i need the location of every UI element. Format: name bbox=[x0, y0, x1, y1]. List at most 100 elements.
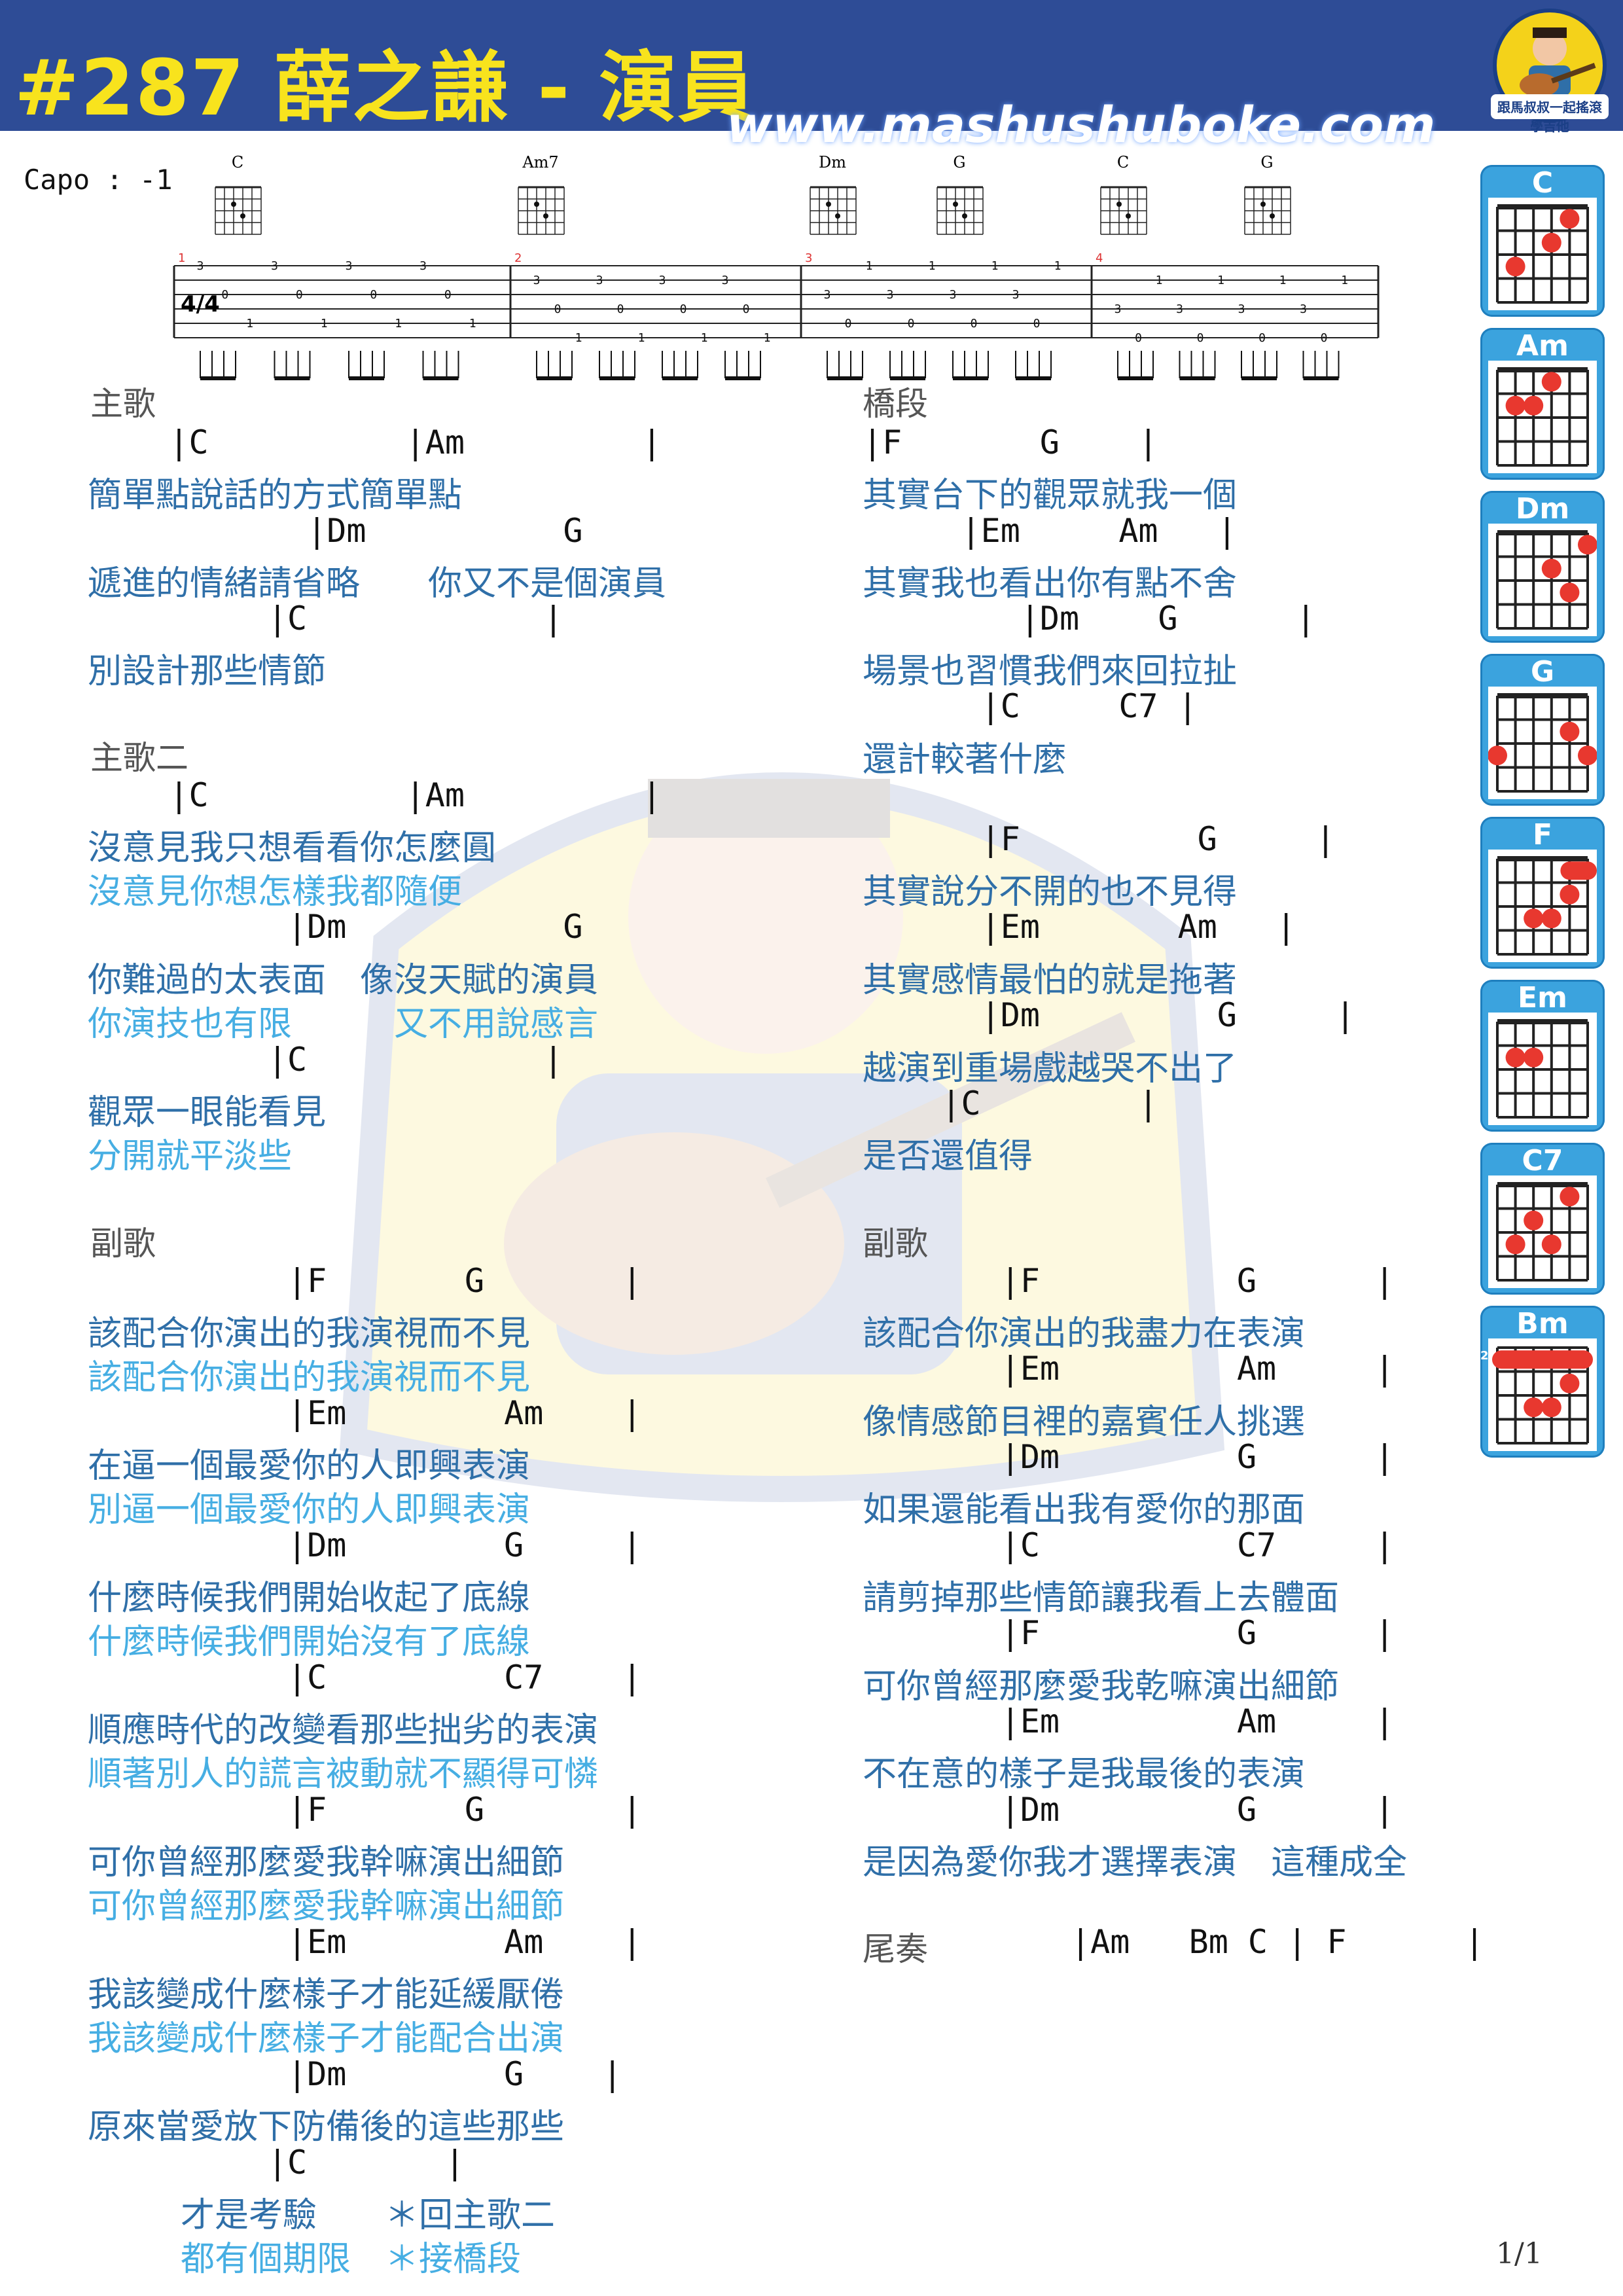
fretboard-grid-icon bbox=[1488, 850, 1597, 962]
tab-fret-number: 3 bbox=[197, 259, 204, 273]
fretboard-grid-icon bbox=[1488, 361, 1597, 473]
tab-fret-number: 0 bbox=[680, 302, 687, 316]
chord-line: |C C7 | bbox=[863, 687, 1198, 725]
tab-fret-number: 0 bbox=[221, 288, 228, 302]
tab-fret-number: 3 bbox=[722, 274, 729, 287]
chord-line: |Am Bm C | F | bbox=[1071, 1923, 1485, 1961]
svg-text:G: G bbox=[1260, 153, 1273, 171]
tab-fret-number: 1 bbox=[991, 259, 999, 273]
chord-line: |Dm G | bbox=[90, 1526, 642, 1564]
site-url[interactable]: www.mashushuboke.com bbox=[726, 96, 1436, 154]
time-signature: 4/4 bbox=[181, 291, 220, 317]
tab-fret-number: 0 bbox=[444, 288, 452, 302]
tab-chord-diagram: G bbox=[1244, 153, 1291, 235]
alt-lyric-line: 分開就平淡些 bbox=[88, 1137, 293, 1176]
lyric-line: 我該變成什麼樣子才能延緩厭倦 bbox=[88, 1975, 565, 2015]
chord-line: |Em Am | bbox=[863, 1702, 1395, 1740]
chord-line: |C | bbox=[90, 600, 563, 637]
page-number: 1/1 bbox=[1496, 2237, 1543, 2270]
chord-line: |F G | bbox=[863, 1262, 1395, 1300]
tab-fret-number: 0 bbox=[1135, 331, 1142, 345]
chord-line: |C C7 | bbox=[863, 1526, 1395, 1564]
tab-fret-number: 1 bbox=[246, 317, 253, 331]
chord-diagram-label: Dm bbox=[1515, 492, 1570, 526]
tab-fret-number: 3 bbox=[1238, 302, 1245, 316]
lyric-line: 場景也習慣我們來回拉扯 bbox=[863, 652, 1238, 691]
barre-fret-number: 2 bbox=[1480, 1349, 1489, 1363]
tab-fret-number: 0 bbox=[971, 317, 978, 331]
fretboard-grid-icon bbox=[1488, 1013, 1597, 1125]
chord-diagram-f: F bbox=[1480, 817, 1605, 969]
lyric-line: 你難過的太表面 像沒天賦的演員 bbox=[88, 961, 599, 1000]
chord-line: |F G | bbox=[90, 1262, 642, 1300]
lyric-line: 越演到重場戲越哭不出了 bbox=[863, 1049, 1238, 1088]
tab-fret-number: 1 bbox=[701, 331, 708, 345]
lyric-line: 是因為愛你我才選擇表演 這種成全 bbox=[863, 1843, 1408, 1882]
chord-line: |Dm G bbox=[90, 908, 583, 946]
chord-diagram-label: F bbox=[1532, 818, 1553, 852]
lyric-line: 什麼時候我們開始收起了底線 bbox=[88, 1579, 531, 1618]
tablature-staff: 4/41 2 3 4C Am7 Dm G C G301301301301301301301301… bbox=[173, 153, 1380, 380]
lyric-line: 在逼一個最愛你的人即興表演 bbox=[88, 1446, 531, 1486]
section-heading: 副歌 bbox=[90, 1225, 156, 1263]
alt-lyric-line: 什麼時候我們開始沒有了底線 bbox=[88, 1623, 531, 1662]
svg-text:Dm: Dm bbox=[819, 153, 846, 171]
alt-lyric-line: 可你曾經那麼愛我幹嘛演出細節 bbox=[88, 1887, 565, 1926]
chord-line: |C | bbox=[90, 1041, 563, 1079]
chord-diagram-c7: C7 bbox=[1480, 1143, 1605, 1295]
chord-diagram-label: Em bbox=[1518, 981, 1567, 1014]
chord-line: |F G | bbox=[863, 820, 1336, 858]
chord-line: |Dm G | bbox=[863, 1438, 1395, 1476]
lyric-line: 像情感節目裡的嘉賓任人挑選 bbox=[863, 1403, 1306, 1442]
logo-text: 跟馬叔叔一起搖滾學吉他 bbox=[1497, 99, 1602, 134]
chord-line: |Em Am | bbox=[863, 908, 1296, 946]
chord-chart-sidebar: C Am Dm G F Em C7 Bm 2 bbox=[1480, 165, 1609, 1469]
lyric-line: 該配合你演出的我演視而不見 bbox=[88, 1314, 531, 1354]
tab-fret-number: 3 bbox=[950, 288, 957, 302]
tab-fret-number: 1 bbox=[764, 331, 771, 345]
tab-fret-number: 3 bbox=[887, 288, 894, 302]
chord-diagram-label: C bbox=[1531, 166, 1554, 200]
tab-fret-number: 0 bbox=[1258, 331, 1266, 345]
tab-fret-number: 3 bbox=[596, 274, 603, 287]
tab-fret-number: 0 bbox=[554, 302, 562, 316]
chord-line: |C C7 | bbox=[90, 1659, 642, 1696]
alt-lyric-line: 別逼一個最愛你的人即興表演 bbox=[88, 1490, 531, 1530]
tab-fret-number: 1 bbox=[321, 317, 328, 331]
tab-fret-number: 0 bbox=[908, 317, 915, 331]
alt-lyric-line: 我該變成什麼樣子才能配合出演 bbox=[88, 2019, 565, 2058]
lyric-line: 還計較著什麼 bbox=[863, 740, 1067, 780]
fretboard-grid-icon bbox=[1488, 198, 1597, 310]
lyric-line: 簡單點說話的方式簡單點 bbox=[88, 476, 463, 515]
fretboard-grid-icon bbox=[1488, 524, 1597, 636]
chord-line: |Dm G | bbox=[863, 996, 1355, 1034]
alt-lyric-line: 都有個期限 ＊接橋段 bbox=[181, 2240, 522, 2279]
fretboard-grid-icon bbox=[1488, 687, 1597, 799]
chord-diagram-label: G bbox=[1530, 655, 1555, 689]
watermark-photo-icon bbox=[339, 772, 1225, 1502]
lyric-line: 順應時代的改變看那些拙劣的表演 bbox=[88, 1711, 599, 1750]
tab-fret-number: 1 bbox=[575, 331, 582, 345]
svg-text:G: G bbox=[953, 153, 965, 171]
lyric-line: 沒意見我只想看看你怎麼圓 bbox=[88, 829, 497, 868]
chord-line: |C |Am | bbox=[90, 423, 662, 461]
chord-line: |Em Am | bbox=[863, 512, 1237, 550]
fretboard-grid-icon bbox=[1488, 1338, 1597, 1451]
tab-chord-diagram: C bbox=[215, 153, 262, 235]
lyric-line: 原來當愛放下防備後的這些那些 bbox=[88, 2108, 565, 2147]
alt-lyric-line: 該配合你演出的我演視而不見 bbox=[88, 1358, 531, 1397]
tab-fret-number: 3 bbox=[1115, 302, 1122, 316]
section-heading: 橋段 bbox=[863, 385, 928, 423]
tab-fret-number: 3 bbox=[824, 288, 831, 302]
brand-logo-icon bbox=[1491, 9, 1609, 122]
lyric-line: 不在意的樣子是我最後的表演 bbox=[863, 1755, 1306, 1794]
tab-fret-number: 0 bbox=[743, 302, 750, 316]
chord-line: |Em Am | bbox=[90, 1923, 642, 1961]
fretboard-grid-icon bbox=[1488, 1175, 1597, 1288]
tab-fret-number: 3 bbox=[346, 259, 353, 273]
tab-fret-number: 1 bbox=[1217, 274, 1224, 287]
lyric-line: 如果還能看出我有愛你的那面 bbox=[863, 1490, 1306, 1530]
chord-diagram-dm: Dm bbox=[1480, 491, 1605, 643]
lyric-line: 其實台下的觀眾就我一個 bbox=[863, 476, 1238, 515]
tab-fret-number: 0 bbox=[617, 302, 624, 316]
